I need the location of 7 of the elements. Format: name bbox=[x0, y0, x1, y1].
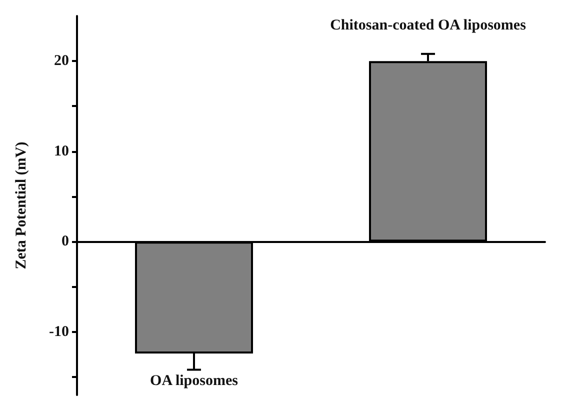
y-tick-label: 0 bbox=[62, 234, 69, 250]
x-tick-label: OA liposomes bbox=[150, 372, 238, 389]
y-axis-title: Zeta Potential (mV) bbox=[14, 142, 30, 270]
y-tick-label: 20 bbox=[54, 53, 69, 70]
y-tick-label: 10 bbox=[54, 143, 69, 160]
x-tick-label: Chitosan-coated OA liposomes bbox=[330, 18, 526, 34]
y-tick-label: -10 bbox=[49, 324, 69, 340]
